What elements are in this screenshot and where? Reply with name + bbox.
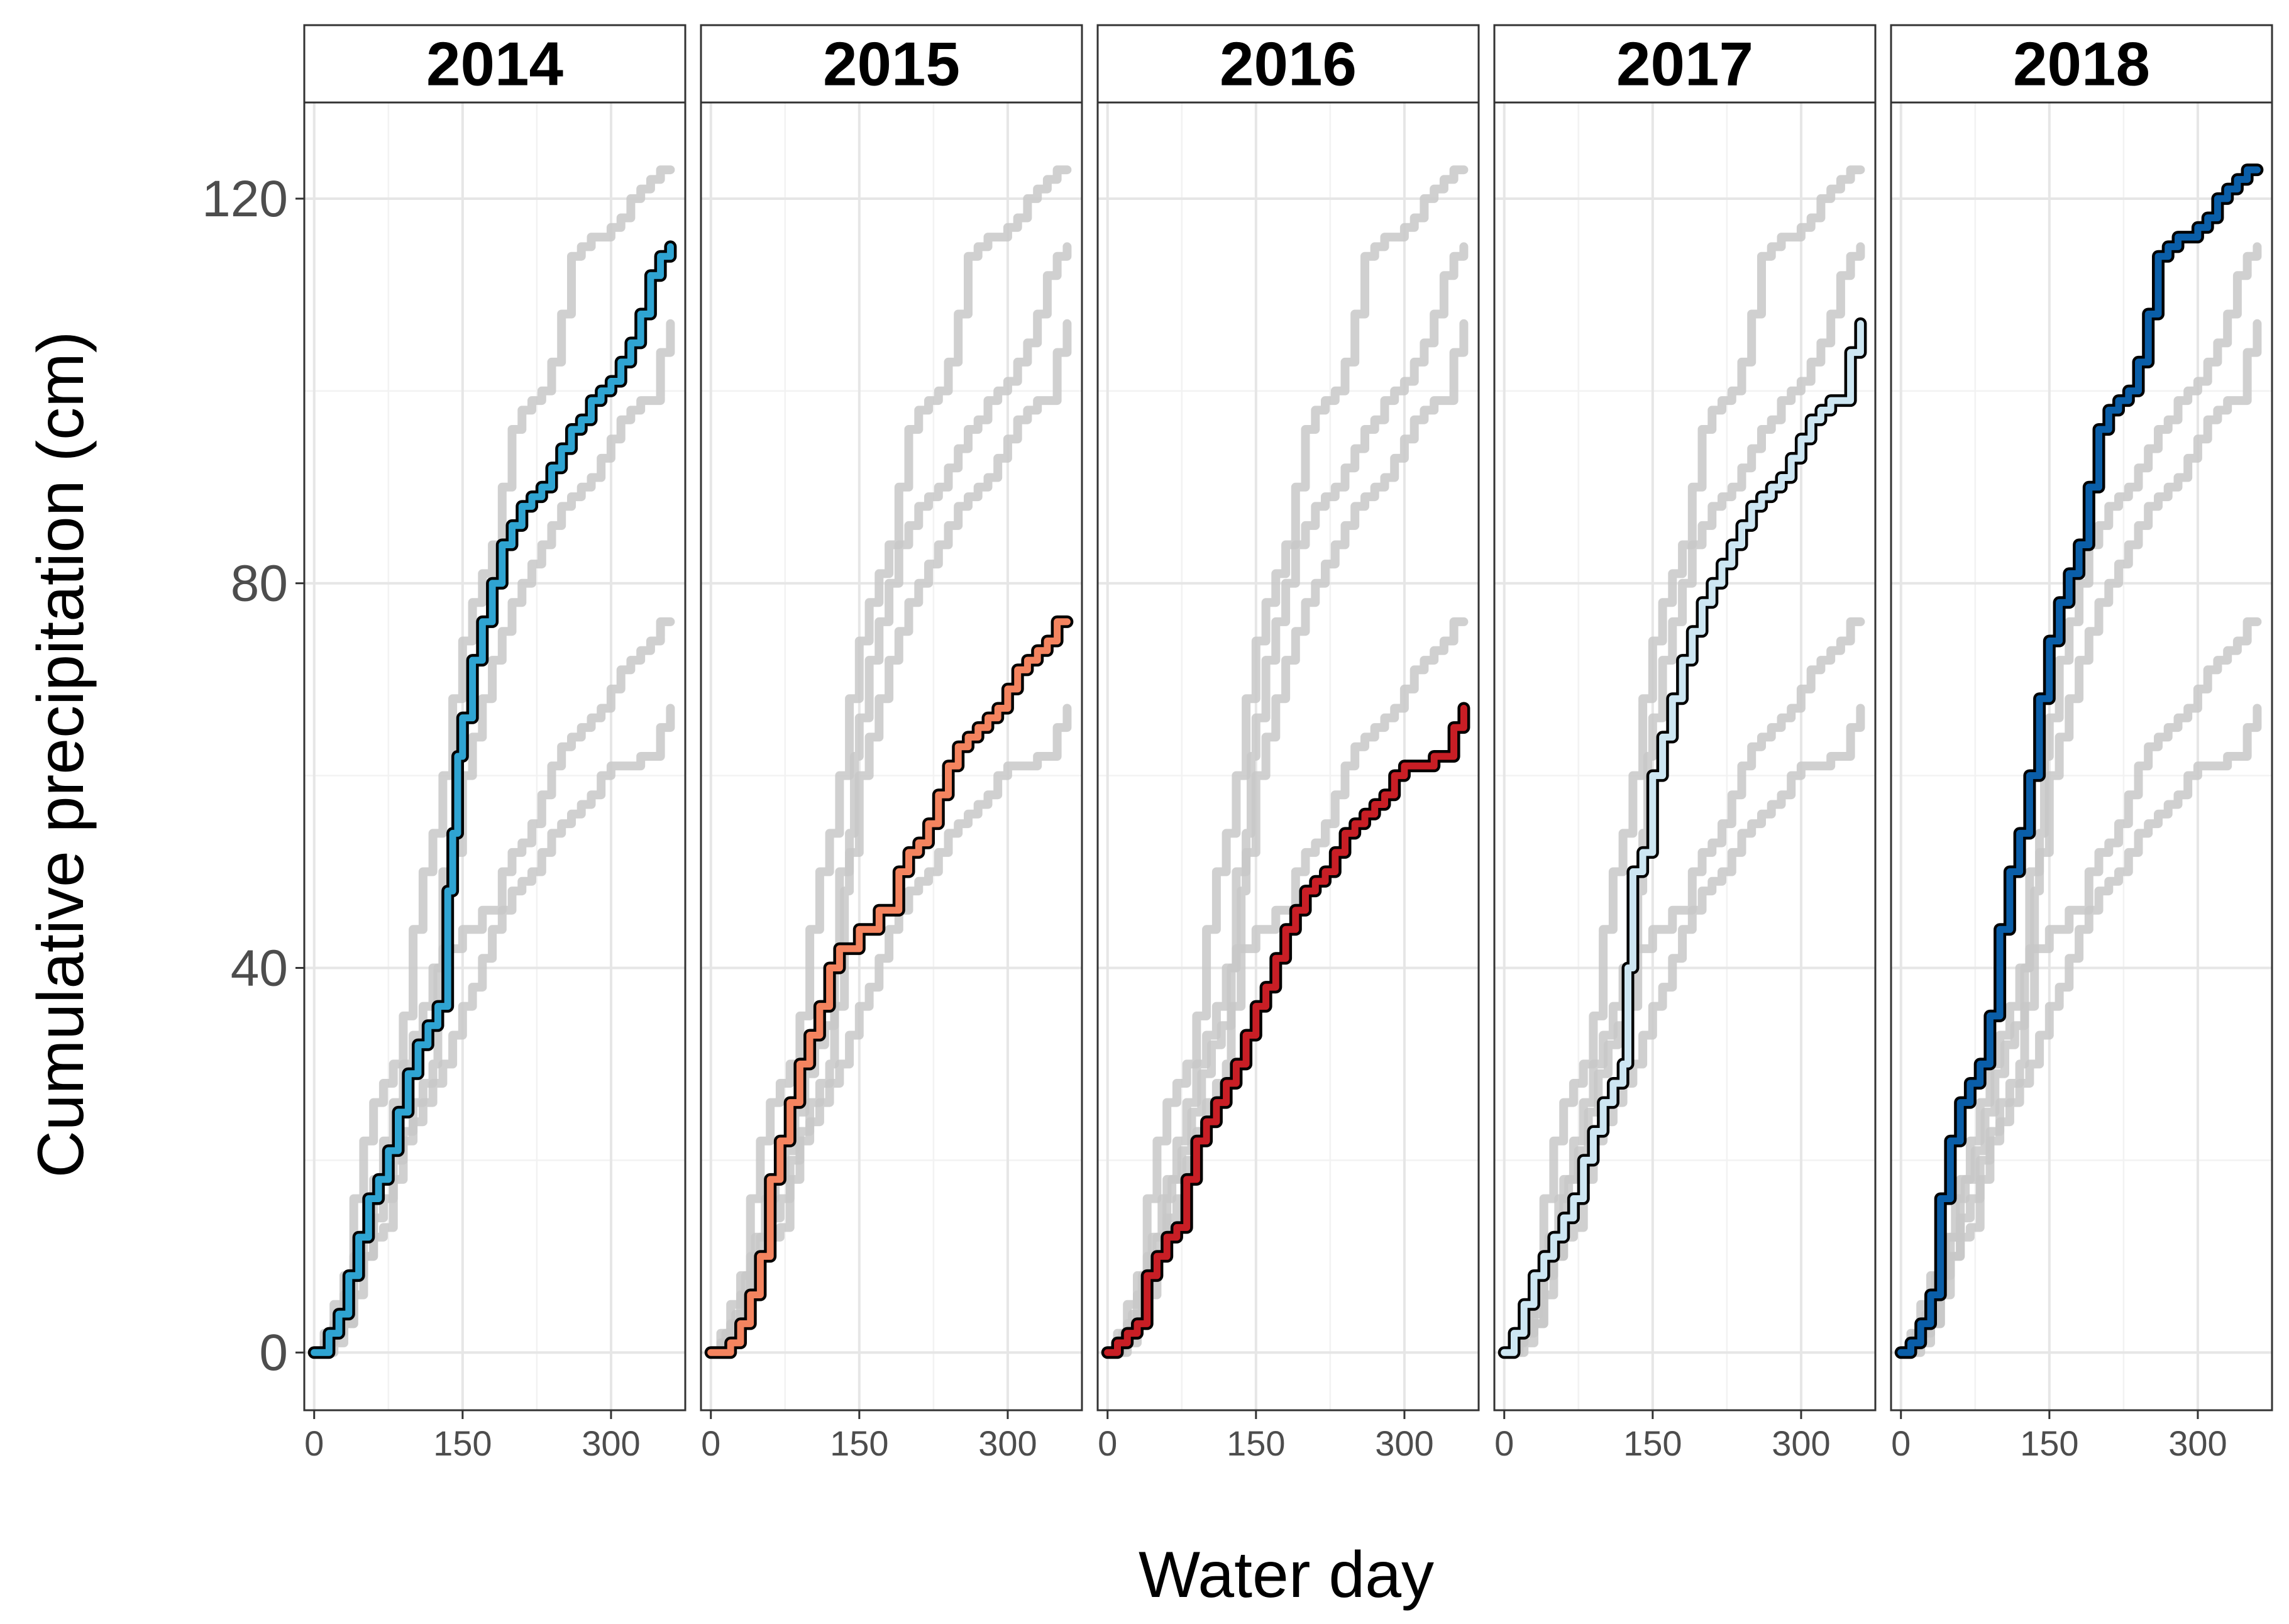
background-series-line-2018 [1499, 165, 1865, 1357]
highlight-series-line-2018 [1897, 166, 2261, 1356]
background-series-line-2017 [1896, 319, 2262, 1357]
facet-strip [1890, 24, 2273, 104]
y-tick-label: 40 [231, 940, 288, 997]
y-tick-label: 0 [259, 1324, 288, 1381]
x-tick-label: 150 [433, 1423, 492, 1463]
facet-strip-label: 2018 [2013, 30, 2150, 99]
x-tick-label: 0 [304, 1423, 324, 1463]
x-tick-label: 300 [1772, 1423, 1830, 1463]
facet-strip-label: 2015 [823, 30, 960, 99]
background-series-line-2016 [1499, 704, 1865, 1357]
background-series-line-2016 [1896, 704, 2262, 1357]
panel-background [1891, 102, 2272, 1410]
x-tick-label: 0 [1494, 1423, 1514, 1463]
background-series-line-2015 [1103, 617, 1469, 1357]
facet-panel-2016: 2016 0 150 300 [1096, 24, 1480, 1463]
x-tick-label: 0 [701, 1423, 720, 1463]
facet-strip [700, 24, 1083, 104]
background-series-line-2017 [1103, 319, 1469, 1357]
x-tick-label: 150 [1227, 1423, 1285, 1463]
facet-strip [1493, 24, 1877, 104]
facet-strip-label: 2017 [1616, 30, 1753, 99]
x-tick-label: 150 [830, 1423, 888, 1463]
background-series-line-2018 [706, 165, 1072, 1357]
background-series-line-2016 [309, 704, 675, 1357]
background-series-line-2017 [309, 319, 675, 1357]
x-tick-label: 300 [1375, 1423, 1433, 1463]
background-series-line-2015 [1896, 617, 2262, 1357]
highlight-series-line-2015 [707, 618, 1071, 1356]
x-axis-title: Water day [1139, 1538, 1434, 1611]
facet-panel-2017: 2017 0 150 300 [1493, 24, 1877, 1463]
facet-panel-2018: 2018 0 150 300 [1890, 24, 2273, 1463]
highlight-series-line-2017 [1501, 320, 1864, 1356]
x-tick-label: 300 [978, 1423, 1037, 1463]
background-series-line-2015 [1499, 617, 1865, 1357]
facet-strip-label: 2014 [426, 30, 563, 99]
panel-background [701, 102, 1082, 1410]
y-tick-label: 80 [231, 555, 288, 612]
highlight-series-line-2016 [1104, 705, 1467, 1356]
facet-strip [303, 24, 687, 104]
x-tick-label: 300 [2168, 1423, 2227, 1463]
x-tick-label: 150 [2020, 1423, 2078, 1463]
x-tick-label: 0 [1098, 1423, 1117, 1463]
facet-panel-2014: 2014 0 150 300 [303, 24, 687, 1463]
background-series-line-2018 [309, 165, 675, 1357]
background-series-line-2018 [1103, 165, 1469, 1357]
panel-background [1098, 102, 1479, 1410]
facet-panel-2015: 2015 0 150 300 [700, 24, 1083, 1463]
y-axis-title: Cumulative precipitation (cm) [25, 331, 97, 1178]
facet-strip-label: 2016 [1220, 30, 1357, 99]
x-tick-label: 150 [1623, 1423, 1682, 1463]
x-tick-label: 300 [582, 1423, 640, 1463]
panel-background [304, 102, 685, 1410]
x-tick-label: 0 [1891, 1423, 1911, 1463]
highlight-series-line-2014 [311, 243, 674, 1356]
facet-strip [1096, 24, 1480, 104]
panel-background [1494, 102, 1875, 1410]
y-tick-label: 120 [202, 170, 288, 228]
